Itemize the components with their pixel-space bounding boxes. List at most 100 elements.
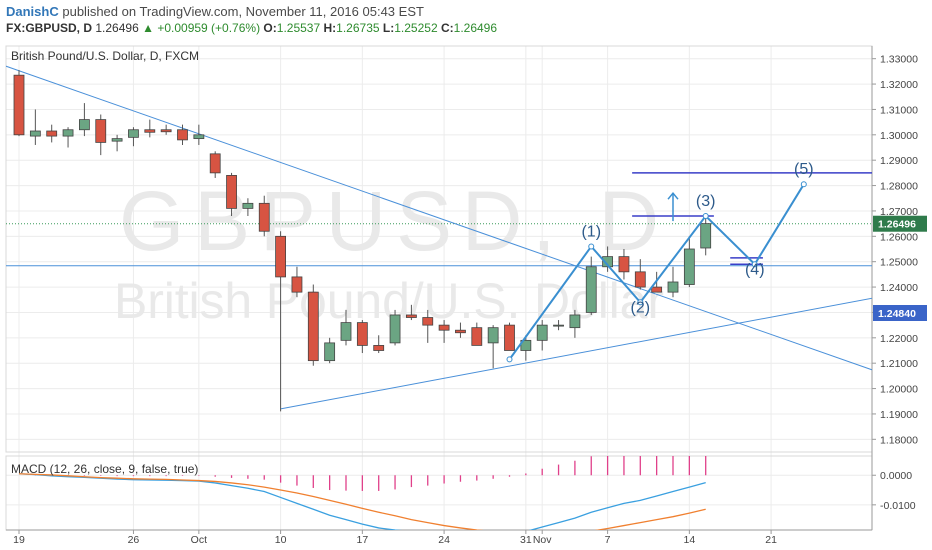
symbol-label: FX:GBPUSD, D bbox=[6, 21, 93, 35]
macd-title: MACD (12, 26, close, 9, false, true) bbox=[11, 462, 198, 476]
high-value: 1.26735 bbox=[336, 21, 380, 35]
low-label: L: bbox=[382, 21, 395, 35]
price-tick-label: 1.18000 bbox=[880, 434, 918, 446]
candle-up bbox=[569, 314, 581, 329]
wave-label: (5) bbox=[794, 161, 814, 178]
time-tick-label: 14 bbox=[684, 534, 696, 546]
time-tick-label: Oct bbox=[191, 534, 207, 546]
open-value: 1.25537 bbox=[276, 21, 321, 35]
last-price-badge-label: 1.26496 bbox=[878, 219, 916, 231]
candle-down bbox=[13, 74, 25, 136]
candle-down bbox=[291, 276, 303, 293]
candle-down bbox=[258, 202, 270, 232]
candle-down bbox=[405, 314, 417, 318]
wave-label: (1) bbox=[581, 223, 601, 240]
candle-down bbox=[46, 130, 58, 137]
wave-point bbox=[751, 261, 758, 268]
candle-up bbox=[667, 281, 679, 293]
close-value: 1.26496 bbox=[453, 21, 498, 35]
annotation-layer bbox=[6, 65, 872, 412]
time-tick-label: 24 bbox=[438, 534, 450, 546]
candle-down bbox=[275, 235, 287, 278]
price-tick-label: 1.29000 bbox=[880, 155, 918, 167]
candle-down bbox=[177, 129, 188, 141]
candle-up bbox=[700, 223, 712, 249]
candle-up bbox=[79, 119, 90, 131]
price-tick-label: 1.31000 bbox=[880, 104, 918, 116]
publisher-line: DanishC published on TradingView.com, No… bbox=[6, 4, 424, 19]
price-tick-label: 1.25000 bbox=[880, 257, 918, 269]
macd-tick-label: 0.0000 bbox=[880, 470, 912, 482]
candle-up bbox=[340, 322, 352, 341]
candle-up bbox=[62, 129, 74, 137]
chart-header: DanishC published on TradingView.com, No… bbox=[0, 0, 932, 46]
published-text: published on TradingView.com, November 1… bbox=[62, 4, 424, 19]
candle-down bbox=[209, 153, 221, 174]
price-tick-label: 1.32000 bbox=[880, 79, 918, 91]
candle-down bbox=[471, 327, 483, 346]
candle-down bbox=[651, 286, 663, 293]
macd-layer bbox=[18, 456, 707, 530]
wave-label: (2) bbox=[631, 299, 651, 316]
last-price: 1.26496 bbox=[95, 21, 139, 35]
candle-up bbox=[520, 339, 532, 351]
time-tick-label: 21 bbox=[765, 534, 777, 546]
wave-path bbox=[508, 183, 805, 360]
time-tick-label: 31 bbox=[520, 534, 532, 546]
time-tick-label: Nov bbox=[533, 534, 552, 546]
macd-line bbox=[18, 473, 706, 530]
price-tick-label: 1.33000 bbox=[880, 54, 918, 66]
wave-point bbox=[800, 181, 807, 188]
macd-tick-label: -0.0100 bbox=[880, 500, 916, 512]
candle-down bbox=[634, 271, 646, 288]
candle-up bbox=[389, 314, 401, 344]
candle-down bbox=[95, 119, 107, 143]
price-tick-label: 1.27000 bbox=[880, 206, 918, 218]
level-badge bbox=[873, 305, 927, 321]
chart-title: British Pound/U.S. Dollar, D, FXCM bbox=[11, 49, 199, 63]
candle-up bbox=[585, 266, 597, 313]
candle-down bbox=[504, 324, 515, 351]
price-tick-label: 1.28000 bbox=[880, 181, 918, 193]
candle-down bbox=[455, 329, 466, 334]
candle-down bbox=[160, 129, 172, 133]
wave-point bbox=[588, 243, 595, 250]
wave-point bbox=[702, 213, 709, 220]
price-tick-label: 1.26000 bbox=[880, 231, 918, 243]
candle-up bbox=[553, 324, 564, 327]
price-tick-label: 1.22000 bbox=[880, 333, 918, 345]
trendline bbox=[6, 65, 872, 371]
price-tick-label: 1.20000 bbox=[880, 384, 918, 396]
change-value: +0.00959 (+0.76%) bbox=[157, 21, 261, 35]
watermark-symbol: GBPUSD, D bbox=[119, 174, 659, 268]
candle-up bbox=[324, 342, 336, 362]
price-tick-label: 1.21000 bbox=[880, 358, 918, 370]
candle-up bbox=[683, 248, 695, 285]
time-tick-label: 26 bbox=[128, 534, 140, 546]
level-badge-label: 1.24840 bbox=[878, 308, 916, 320]
candle-down bbox=[307, 291, 319, 362]
quote-line: FX:GBPUSD, D 1.26496 ▲ +0.00959 (+0.76%)… bbox=[6, 21, 497, 35]
candle-up bbox=[128, 129, 139, 138]
macd-signal-line bbox=[18, 473, 706, 530]
high-label: H: bbox=[323, 21, 337, 35]
candle-down bbox=[618, 256, 630, 273]
time-tick-label: 7 bbox=[605, 534, 611, 546]
change-arrow-icon: ▲ bbox=[142, 21, 154, 35]
candle-up bbox=[29, 130, 41, 137]
author-link[interactable]: DanishC bbox=[6, 4, 59, 19]
time-tick-label: 19 bbox=[13, 534, 25, 546]
candle-down bbox=[438, 324, 450, 331]
last-price-badge bbox=[873, 215, 927, 232]
candle-up bbox=[193, 134, 205, 140]
candle-down bbox=[226, 175, 237, 209]
low-value: 1.25252 bbox=[394, 21, 438, 35]
price-tick-label: 1.19000 bbox=[880, 409, 918, 421]
time-tick-label: 17 bbox=[357, 534, 369, 546]
open-label: O: bbox=[263, 21, 277, 35]
price-tick-label: 1.30000 bbox=[880, 130, 918, 142]
price-tick-label: 1.24000 bbox=[880, 282, 918, 294]
candle-up bbox=[111, 138, 123, 142]
candle-down bbox=[422, 317, 434, 326]
